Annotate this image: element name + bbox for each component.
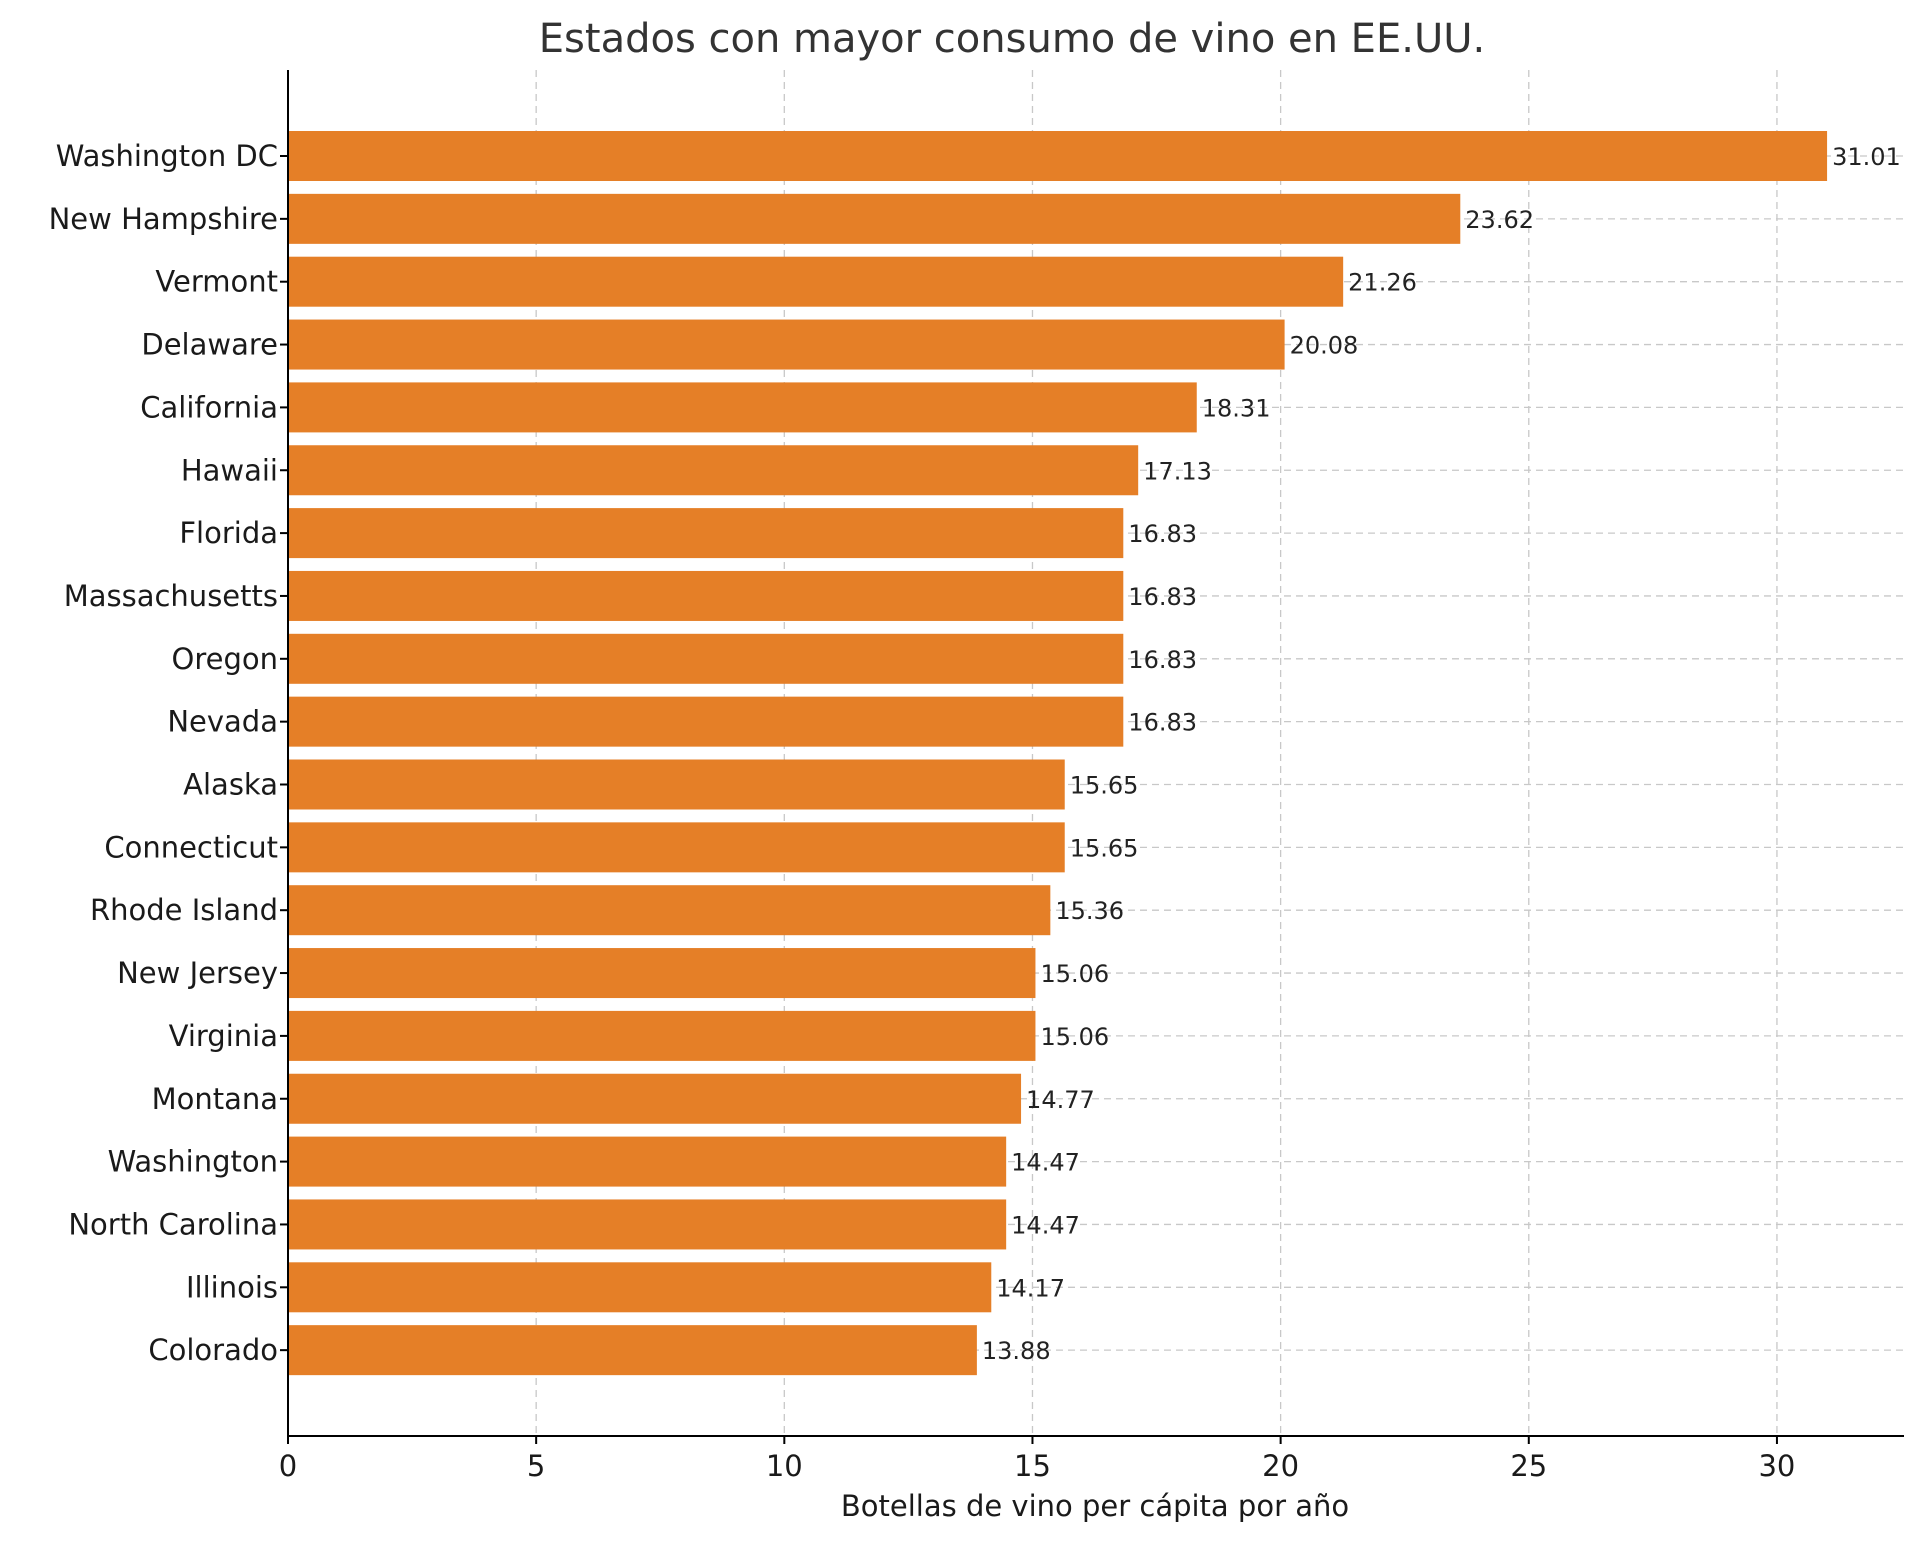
value-label: 20.08 — [1290, 332, 1359, 360]
x-tick-label: 0 — [279, 1449, 297, 1483]
bar — [288, 948, 1036, 999]
y-category-label: Rhode Island — [90, 893, 278, 927]
value-label: 31.01 — [1832, 143, 1901, 171]
y-category-label: Illinois — [186, 1270, 278, 1304]
y-category-label: Delaware — [141, 328, 278, 362]
bar — [288, 131, 1828, 181]
value-label: 13.88 — [982, 1337, 1051, 1365]
y-category-label: New Hampshire — [49, 202, 278, 236]
value-label: 14.77 — [1026, 1086, 1095, 1114]
value-label: 16.83 — [1128, 646, 1197, 674]
bar — [288, 822, 1065, 873]
chart-title: Estados con mayor consumo de vino en EE.… — [539, 16, 1485, 62]
value-label: 14.17 — [996, 1274, 1065, 1302]
bar — [288, 885, 1051, 936]
value-label: 16.83 — [1128, 520, 1197, 548]
value-label: 15.65 — [1070, 772, 1139, 800]
y-category-label: Vermont — [155, 265, 278, 299]
y-category-label: North Carolina — [68, 1207, 278, 1241]
y-category-label: California — [140, 390, 278, 424]
y-category-label: Massachusetts — [64, 579, 278, 613]
bar — [288, 193, 1461, 244]
bar — [288, 1262, 992, 1313]
bar — [288, 696, 1124, 747]
bar — [288, 633, 1124, 684]
bar — [288, 445, 1139, 496]
y-category-label: Virginia — [169, 1019, 278, 1053]
x-tick-label: 5 — [527, 1449, 545, 1483]
value-label: 15.36 — [1055, 897, 1124, 925]
y-category-label: Hawaii — [181, 453, 278, 487]
x-tick-label: 25 — [1510, 1449, 1547, 1483]
y-category-label: Connecticut — [104, 830, 278, 864]
y-category-label: Colorado — [148, 1333, 278, 1367]
x-tick-labels: 0 5 10 15 20 25 30 — [279, 1436, 1795, 1483]
bar — [288, 570, 1124, 621]
bar — [288, 1010, 1036, 1061]
bars — [288, 131, 1828, 1376]
value-label: 14.47 — [1011, 1149, 1080, 1177]
bar — [288, 1199, 1007, 1250]
bar — [288, 256, 1344, 307]
value-label: 21.26 — [1348, 269, 1417, 297]
value-label: 23.62 — [1465, 206, 1534, 234]
bar — [288, 319, 1285, 370]
y-category-labels: Washington DC New Hampshire Vermont Delawar… — [49, 139, 288, 1367]
value-label: 14.47 — [1011, 1211, 1080, 1239]
y-category-label: Nevada — [167, 705, 278, 739]
value-label: 17.13 — [1143, 457, 1212, 485]
x-axis-title: Botellas de vino per cápita por año — [841, 1489, 1349, 1523]
y-category-label: New Jersey — [117, 956, 278, 990]
y-category-label: Oregon — [172, 642, 278, 676]
x-tick-label: 15 — [1014, 1449, 1051, 1483]
value-label: 15.65 — [1070, 834, 1139, 862]
value-label: 15.06 — [1040, 1023, 1109, 1051]
y-category-label: Montana — [152, 1082, 278, 1116]
x-tick-label: 30 — [1758, 1449, 1795, 1483]
y-category-label: Alaska — [183, 768, 278, 802]
value-label: 16.83 — [1128, 709, 1197, 737]
y-category-label: Washington DC — [56, 139, 278, 173]
y-category-label: Florida — [179, 516, 278, 550]
bar — [288, 1325, 977, 1376]
value-label: 15.06 — [1040, 960, 1109, 988]
value-label: 16.83 — [1128, 583, 1197, 611]
x-tick-label: 20 — [1262, 1449, 1299, 1483]
value-label: 18.31 — [1202, 394, 1271, 422]
bar — [288, 1073, 1022, 1124]
y-category-label: Washington — [108, 1145, 278, 1179]
value-labels: 31.01 23.62 21.26 20.08 18.31 17.13 16.83 16.83… — [982, 143, 1901, 1365]
bar — [288, 759, 1065, 810]
bar — [288, 1136, 1007, 1187]
bar — [288, 382, 1197, 433]
x-tick-label: 10 — [766, 1449, 803, 1483]
bar — [288, 508, 1124, 559]
